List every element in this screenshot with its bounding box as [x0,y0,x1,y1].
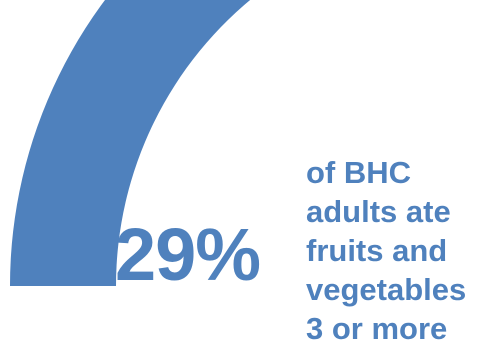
caption-line: fruits and [306,233,448,268]
caption-line: vegetables [306,272,467,307]
gauge-arc [10,0,251,286]
caption-line: of BHC [306,155,412,190]
caption-line: 3 or more [306,311,448,346]
caption-line: adults ate [306,194,451,229]
percentage-value: 29% [115,213,261,296]
caption: of BHC adults ate fruits and vegetables … [306,153,479,348]
